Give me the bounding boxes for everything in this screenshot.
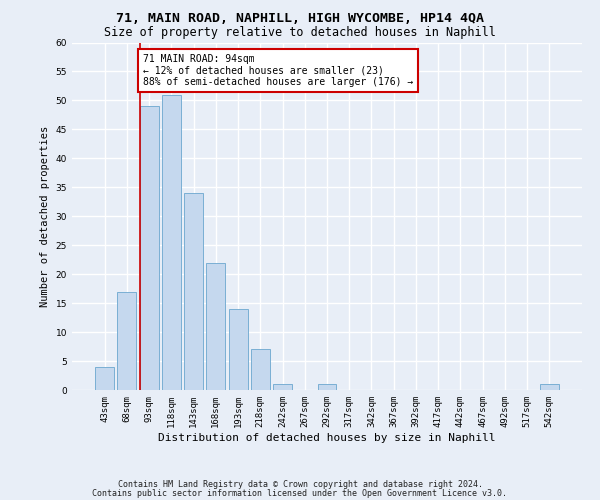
- Bar: [206, 262, 225, 390]
- Bar: [229, 309, 248, 390]
- Bar: [118, 292, 136, 390]
- Bar: [184, 193, 203, 390]
- Text: Contains HM Land Registry data © Crown copyright and database right 2024.: Contains HM Land Registry data © Crown c…: [118, 480, 482, 489]
- X-axis label: Distribution of detached houses by size in Naphill: Distribution of detached houses by size …: [158, 432, 496, 442]
- Bar: [95, 367, 114, 390]
- Bar: [162, 94, 181, 390]
- Text: 71 MAIN ROAD: 94sqm
← 12% of detached houses are smaller (23)
88% of semi-detach: 71 MAIN ROAD: 94sqm ← 12% of detached ho…: [143, 54, 413, 88]
- Bar: [251, 350, 270, 390]
- Bar: [540, 384, 559, 390]
- Bar: [317, 384, 337, 390]
- Bar: [273, 384, 292, 390]
- Y-axis label: Number of detached properties: Number of detached properties: [40, 126, 50, 307]
- Bar: [140, 106, 158, 390]
- Text: Contains public sector information licensed under the Open Government Licence v3: Contains public sector information licen…: [92, 489, 508, 498]
- Text: 71, MAIN ROAD, NAPHILL, HIGH WYCOMBE, HP14 4QA: 71, MAIN ROAD, NAPHILL, HIGH WYCOMBE, HP…: [116, 12, 484, 26]
- Text: Size of property relative to detached houses in Naphill: Size of property relative to detached ho…: [104, 26, 496, 39]
